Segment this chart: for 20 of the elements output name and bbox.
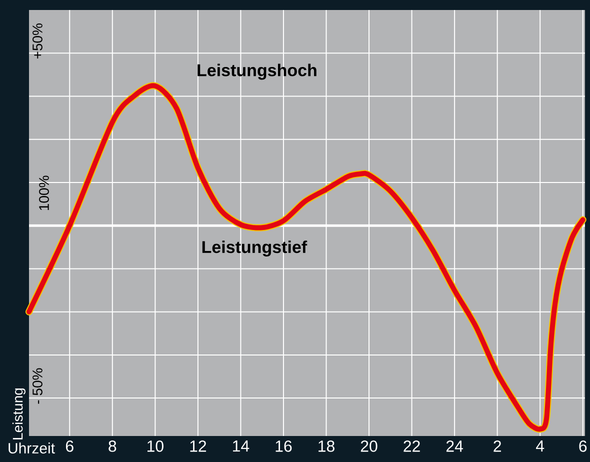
x-tick-label: 4 [536,440,544,452]
x-axis-title: Uhrzeit [8,442,55,454]
x-tick-label: 6 [579,440,587,452]
x-tick-label: 22 [404,440,420,452]
y-tick-label: +50% [32,24,42,59]
annotation: Leistungstief [202,240,308,257]
x-tick-label: 20 [360,440,378,452]
x-tick-label: 12 [190,440,206,452]
x-tick-label: 2 [494,440,501,452]
y-axis-title: Leistung [12,388,26,440]
y-tick-label: - 50% [32,368,42,404]
x-tick-label: 8 [108,440,116,452]
x-tick-label: 6 [66,440,74,452]
annotation: Leistungshoch [198,64,316,80]
x-tick-label: 18 [318,440,334,452]
x-tick-label: 16 [276,440,292,452]
x-tick-label: 24 [446,440,463,452]
x-tick-label: 10 [147,440,164,452]
annotation: 100% [39,176,49,210]
x-tick-label: 14 [233,440,250,452]
